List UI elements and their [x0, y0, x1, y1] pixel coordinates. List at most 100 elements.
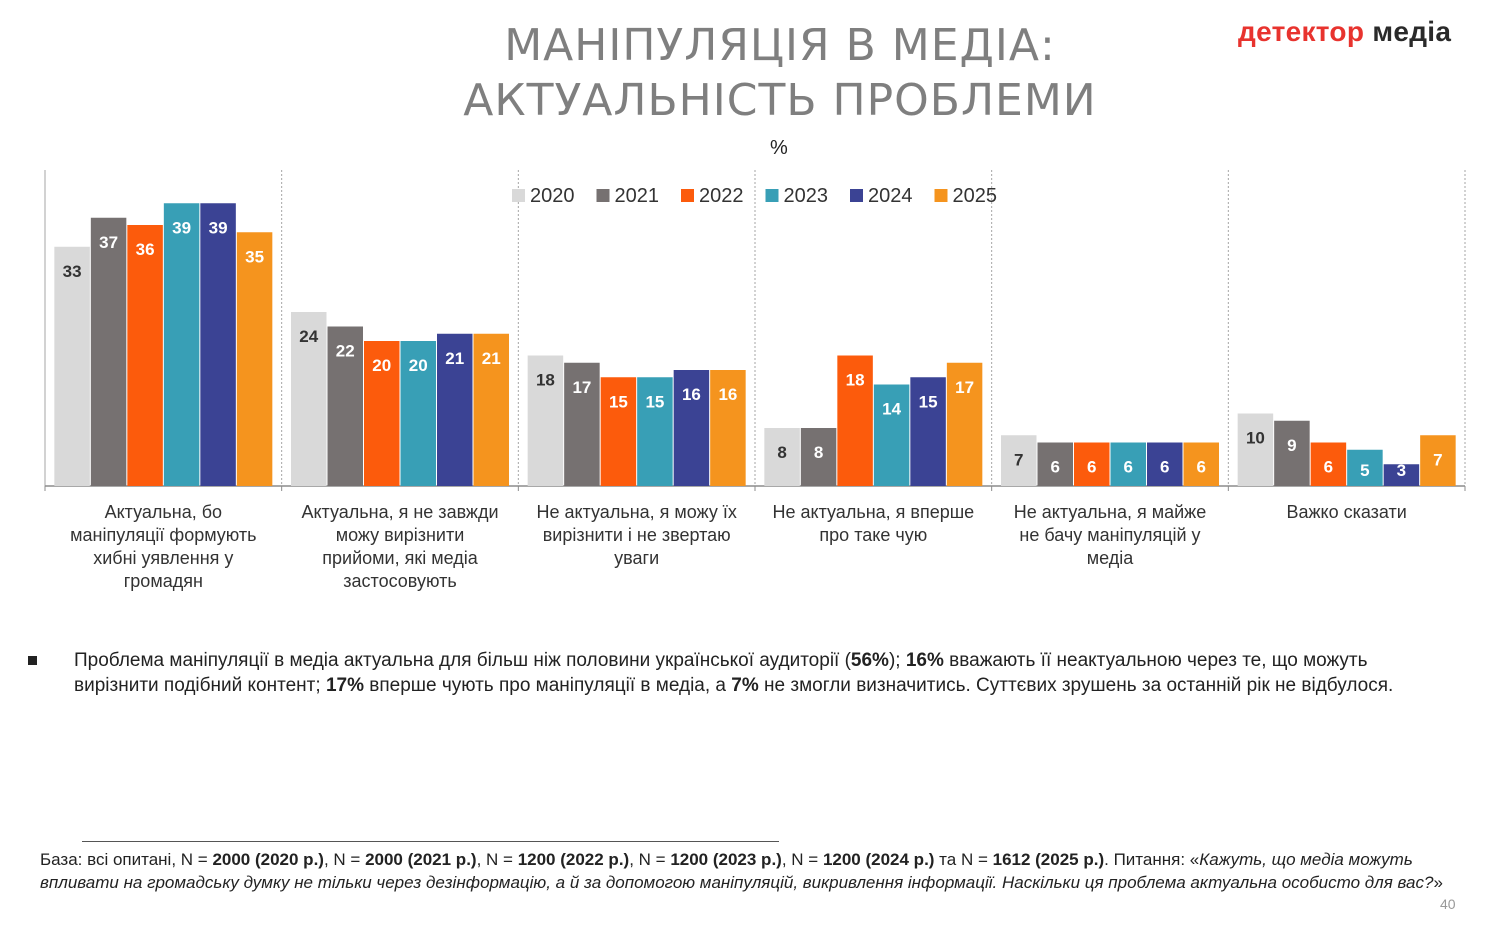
bar-2024: [1147, 442, 1183, 486]
category-label: не бачу маніпуляцій у: [1019, 525, 1200, 545]
bar-2020: [1237, 413, 1274, 486]
footnote-part: , N =: [476, 850, 518, 869]
bar-2024: [1383, 464, 1420, 486]
bar-2025: [710, 370, 746, 486]
data-label: 6: [1051, 458, 1060, 477]
bar-2024: [437, 333, 473, 486]
category-label: Не актуальна, я вперше: [772, 502, 974, 522]
bar-2021: [564, 362, 600, 486]
data-label: 16: [718, 385, 737, 404]
data-label: 7: [1433, 450, 1442, 469]
detektor-media-logo: детектор медіа: [1238, 16, 1451, 48]
legend-swatch-2023: [765, 189, 779, 202]
data-label: 39: [209, 218, 228, 237]
category-label: медіа: [1087, 548, 1134, 568]
bar-2022: [600, 377, 637, 486]
data-label: 14: [882, 400, 901, 419]
category-label: можу вирізнити: [336, 525, 465, 545]
summary-text: Проблема маніпуляції в медіа актуальна д…: [74, 648, 1404, 698]
legend-swatch-2022: [681, 189, 694, 202]
data-label: 33: [63, 262, 82, 281]
footnote-part: . Питання: «: [1104, 850, 1200, 869]
data-label: 6: [1124, 458, 1133, 477]
bar-2024: [673, 370, 710, 486]
bar-2025: [1420, 435, 1456, 486]
data-label: 9: [1287, 436, 1296, 455]
bar-2025: [473, 333, 509, 486]
footnote-part: 2000 (2020 р.): [212, 850, 324, 869]
data-label: 6: [1197, 458, 1206, 477]
summary-text-part: вважають її неактуальною через те, що мо…: [74, 650, 1368, 696]
data-label: 10: [1246, 429, 1265, 448]
bar-2025: [1183, 442, 1219, 486]
page-number: 40: [1440, 896, 1456, 912]
summary-text-part: 17%: [325, 675, 364, 696]
footnote-part: , N =: [781, 850, 823, 869]
unit-label: %: [770, 137, 788, 159]
bar-2020: [291, 312, 327, 486]
data-label: 8: [777, 443, 786, 462]
data-label: 17: [955, 378, 974, 397]
bar-2022: [127, 225, 163, 486]
data-label: 36: [136, 240, 155, 259]
data-label: 15: [609, 392, 628, 411]
data-label: 18: [536, 371, 555, 390]
footnote-part: Кажуть, що медіа можуть впливати на гром…: [40, 850, 1434, 892]
bar-2020: [1001, 435, 1037, 486]
bar-2023: [1347, 449, 1383, 486]
category-label: прийоми, які медіа: [322, 548, 478, 568]
logo-part-2: медіа: [1364, 16, 1452, 47]
bar-2022: [1310, 442, 1347, 486]
data-label: 7: [1014, 450, 1023, 469]
bar-2024: [200, 203, 236, 486]
summary-text-part: вперше чують про маніпуляції в медіа, а: [363, 675, 732, 696]
bar-2021: [1274, 420, 1310, 486]
data-label: 22: [336, 342, 355, 361]
bullet-square-icon: [28, 656, 37, 665]
data-label: 6: [1160, 458, 1169, 477]
legend-label: 2024: [868, 185, 913, 207]
data-label: 6: [1324, 458, 1333, 477]
bar-2024: [910, 377, 946, 486]
legend-label: 2023: [784, 185, 829, 207]
footnote-part: , N =: [629, 850, 671, 869]
category-label: Не актуальна, я можу їх: [536, 502, 736, 522]
summary-text-part: 16%: [905, 650, 944, 671]
data-label: 3: [1397, 461, 1406, 480]
footnote-part: 2000 (2021 р.): [365, 850, 477, 869]
slide-title-line-2: АКТУАЛЬНІСТЬ ПРОБЛЕМИ: [463, 75, 1097, 126]
category-label: про таке чую: [819, 525, 927, 545]
slide-title-line-1: МАНІПУЛЯЦІЯ В МЕДІА:: [504, 20, 1056, 71]
data-label: 16: [682, 385, 701, 404]
category-label: Актуальна, я не завжди: [301, 502, 498, 522]
bar-2023: [163, 203, 200, 486]
summary-text-part: Проблема маніпуляції в медіа актуальна д…: [74, 650, 851, 671]
bar-2021: [90, 217, 127, 486]
logo-part-1: детектор: [1238, 16, 1365, 47]
legend-label: 2022: [699, 185, 744, 207]
bar-2020: [527, 355, 564, 486]
category-label: маніпуляції формують: [70, 525, 256, 545]
footnote-part: 1200 (2023 р.): [670, 850, 782, 869]
category-label: хибні уявлення у: [93, 548, 233, 568]
data-label: 39: [172, 218, 191, 237]
bar-2021: [1037, 442, 1073, 486]
data-label: 17: [572, 378, 591, 397]
bar-2025: [946, 362, 983, 486]
summary-text-part: 7%: [731, 675, 759, 696]
data-label: 37: [99, 233, 118, 252]
data-label: 8: [814, 443, 823, 462]
footnote-part: База: всі опитані, N =: [40, 850, 213, 869]
bar-2022: [837, 355, 873, 486]
bar-2023: [1110, 442, 1146, 486]
bar-2022: [1074, 442, 1110, 486]
footnote-part: , N =: [323, 850, 366, 869]
category-label: Не актуальна, я майже: [1014, 502, 1206, 522]
footnote-part: та N =: [934, 850, 993, 869]
summary-text-part: );: [888, 650, 906, 671]
bar-2022: [364, 341, 400, 486]
legend-swatch-2024: [850, 189, 863, 202]
legend-swatch-2025: [934, 189, 948, 202]
bar-2020: [54, 246, 90, 486]
